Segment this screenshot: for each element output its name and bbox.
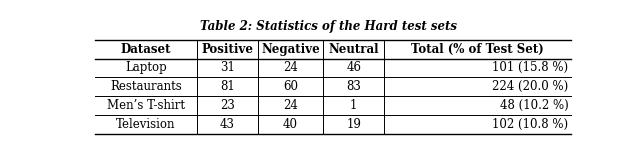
Text: 19: 19 (346, 118, 361, 131)
Text: 1: 1 (350, 99, 357, 112)
Text: Men’s T-shirt: Men’s T-shirt (107, 99, 185, 112)
Text: 46: 46 (346, 61, 361, 74)
Text: 31: 31 (220, 61, 235, 74)
Text: Laptop: Laptop (125, 61, 167, 74)
Text: Neutral: Neutral (328, 43, 379, 56)
Text: 24: 24 (283, 99, 298, 112)
Text: Table 2: Statistics of the Hard test sets: Table 2: Statistics of the Hard test set… (200, 20, 456, 33)
Text: Positive: Positive (202, 43, 253, 56)
Text: 60: 60 (283, 80, 298, 93)
Text: 101 (15.8 %): 101 (15.8 %) (492, 61, 568, 74)
Text: Dataset: Dataset (121, 43, 172, 56)
Text: 102 (10.8 %): 102 (10.8 %) (492, 118, 568, 131)
Text: 48 (10.2 %): 48 (10.2 %) (500, 99, 568, 112)
Text: Negative: Negative (261, 43, 320, 56)
Text: 224 (20.0 %): 224 (20.0 %) (492, 80, 568, 93)
Text: 24: 24 (283, 61, 298, 74)
Text: Total (% of Test Set): Total (% of Test Set) (411, 43, 544, 56)
Text: 81: 81 (220, 80, 235, 93)
Text: 43: 43 (220, 118, 235, 131)
Text: 23: 23 (220, 99, 235, 112)
Text: Restaurants: Restaurants (110, 80, 182, 93)
Text: Television: Television (116, 118, 176, 131)
Text: 83: 83 (346, 80, 361, 93)
Text: 40: 40 (283, 118, 298, 131)
